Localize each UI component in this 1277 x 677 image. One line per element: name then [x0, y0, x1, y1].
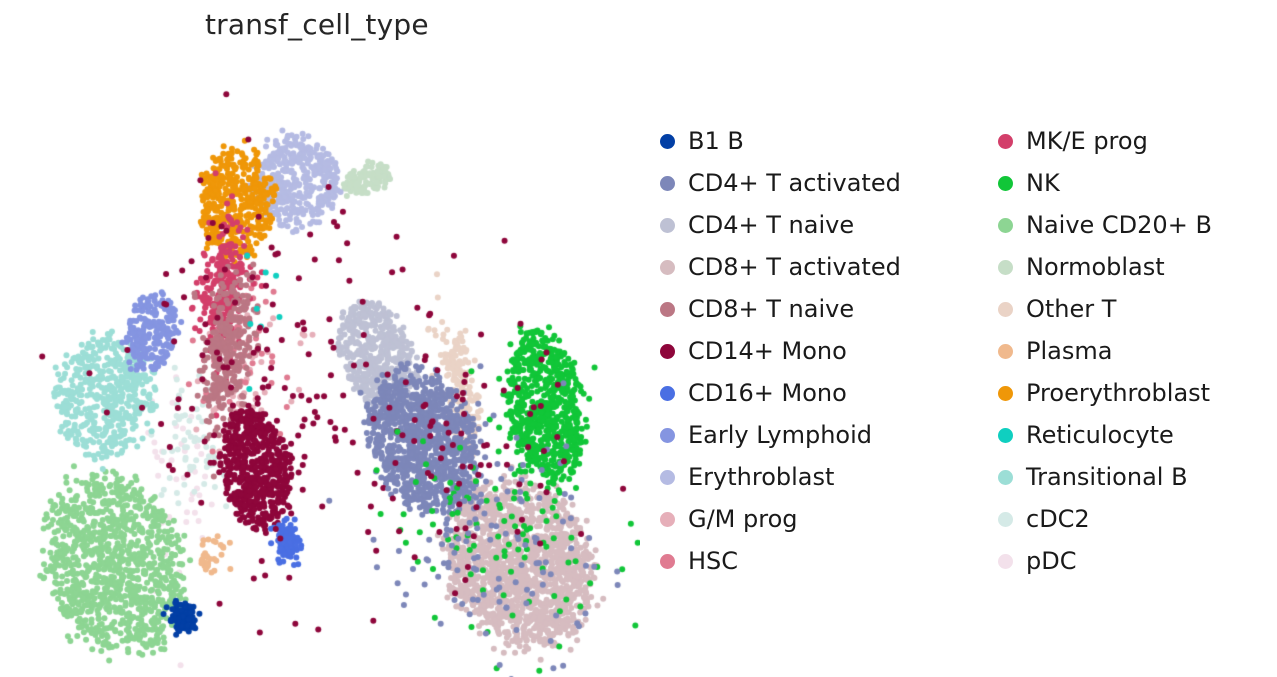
legend-item[interactable]: Normoblast: [998, 246, 1272, 288]
legend-marker-icon: [998, 427, 1013, 443]
legend-item[interactable]: cDC2: [998, 498, 1272, 540]
legend-item-label: Erythroblast: [688, 463, 835, 491]
legend-item-label: G/M prog: [688, 505, 798, 533]
legend[interactable]: B1 B CD4+ T activated CD4+ T naive CD8+ T a…: [660, 120, 1272, 600]
legend-item-label: CD8+ T activated: [688, 253, 901, 281]
legend-marker-icon: [660, 511, 675, 527]
legend-item[interactable]: MK/E prog: [998, 120, 1272, 162]
legend-marker-icon: [998, 217, 1013, 233]
legend-item[interactable]: CD16+ Mono: [660, 372, 990, 414]
legend-marker-icon: [660, 259, 675, 275]
legend-item-label: Plasma: [1026, 337, 1113, 365]
legend-marker-icon: [998, 175, 1013, 191]
legend-marker-icon: [660, 469, 675, 485]
legend-column-left: B1 B CD4+ T activated CD4+ T naive CD8+ T a…: [660, 120, 990, 582]
legend-item[interactable]: NK: [998, 162, 1272, 204]
legend-item[interactable]: Other T: [998, 288, 1272, 330]
legend-item-label: NK: [1026, 169, 1060, 197]
legend-item-label: pDC: [1026, 547, 1077, 575]
legend-item[interactable]: G/M prog: [660, 498, 990, 540]
legend-item-label: CD4+ T activated: [688, 169, 901, 197]
legend-marker-icon: [660, 301, 675, 317]
legend-marker-icon: [998, 511, 1013, 527]
legend-marker-icon: [998, 133, 1013, 149]
legend-marker-icon: [660, 133, 675, 149]
legend-item-label: Other T: [1026, 295, 1117, 323]
legend-item-label: Reticulocyte: [1026, 421, 1174, 449]
legend-item[interactable]: Reticulocyte: [998, 414, 1272, 456]
legend-marker-icon: [998, 259, 1013, 275]
legend-item[interactable]: CD8+ T activated: [660, 246, 990, 288]
legend-item[interactable]: Proerythroblast: [998, 372, 1272, 414]
umap-scatter-canvas[interactable]: [0, 55, 640, 677]
legend-marker-icon: [998, 301, 1013, 317]
legend-item[interactable]: Transitional B: [998, 456, 1272, 498]
legend-item-label: Normoblast: [1026, 253, 1165, 281]
legend-item-label: HSC: [688, 547, 739, 575]
legend-item[interactable]: Plasma: [998, 330, 1272, 372]
legend-marker-icon: [998, 469, 1013, 485]
legend-item-label: cDC2: [1026, 505, 1090, 533]
legend-item[interactable]: CD14+ Mono: [660, 330, 990, 372]
legend-item-label: CD16+ Mono: [688, 379, 847, 407]
page-title: transf_cell_type: [205, 8, 429, 41]
legend-item-label: CD14+ Mono: [688, 337, 847, 365]
legend-item-label: Proerythroblast: [1026, 379, 1211, 407]
legend-item[interactable]: pDC: [998, 540, 1272, 582]
legend-marker-icon: [660, 385, 675, 401]
legend-item-label: Naive CD20+ B: [1026, 211, 1212, 239]
legend-marker-icon: [660, 343, 675, 359]
legend-marker-icon: [998, 553, 1013, 569]
legend-item-label: CD4+ T naive: [688, 211, 855, 239]
legend-item[interactable]: CD4+ T naive: [660, 204, 990, 246]
legend-item[interactable]: CD8+ T naive: [660, 288, 990, 330]
legend-item[interactable]: B1 B: [660, 120, 990, 162]
legend-column-right: MK/E prog NK Naive CD20+ B Normoblast Other …: [998, 120, 1272, 582]
legend-item-label: Early Lymphoid: [688, 421, 873, 449]
legend-marker-icon: [998, 343, 1013, 359]
legend-item[interactable]: CD4+ T activated: [660, 162, 990, 204]
legend-item[interactable]: Naive CD20+ B: [998, 204, 1272, 246]
legend-item-label: B1 B: [688, 127, 744, 155]
legend-marker-icon: [660, 175, 675, 191]
legend-item-label: CD8+ T naive: [688, 295, 855, 323]
legend-marker-icon: [998, 385, 1013, 401]
legend-item-label: Transitional B: [1026, 463, 1188, 491]
legend-marker-icon: [660, 427, 675, 443]
legend-item-label: MK/E prog: [1026, 127, 1148, 155]
legend-item[interactable]: HSC: [660, 540, 990, 582]
legend-item[interactable]: Early Lymphoid: [660, 414, 990, 456]
legend-marker-icon: [660, 217, 675, 233]
legend-item[interactable]: Erythroblast: [660, 456, 990, 498]
legend-marker-icon: [660, 553, 675, 569]
scatter-plot-area[interactable]: [0, 55, 640, 677]
